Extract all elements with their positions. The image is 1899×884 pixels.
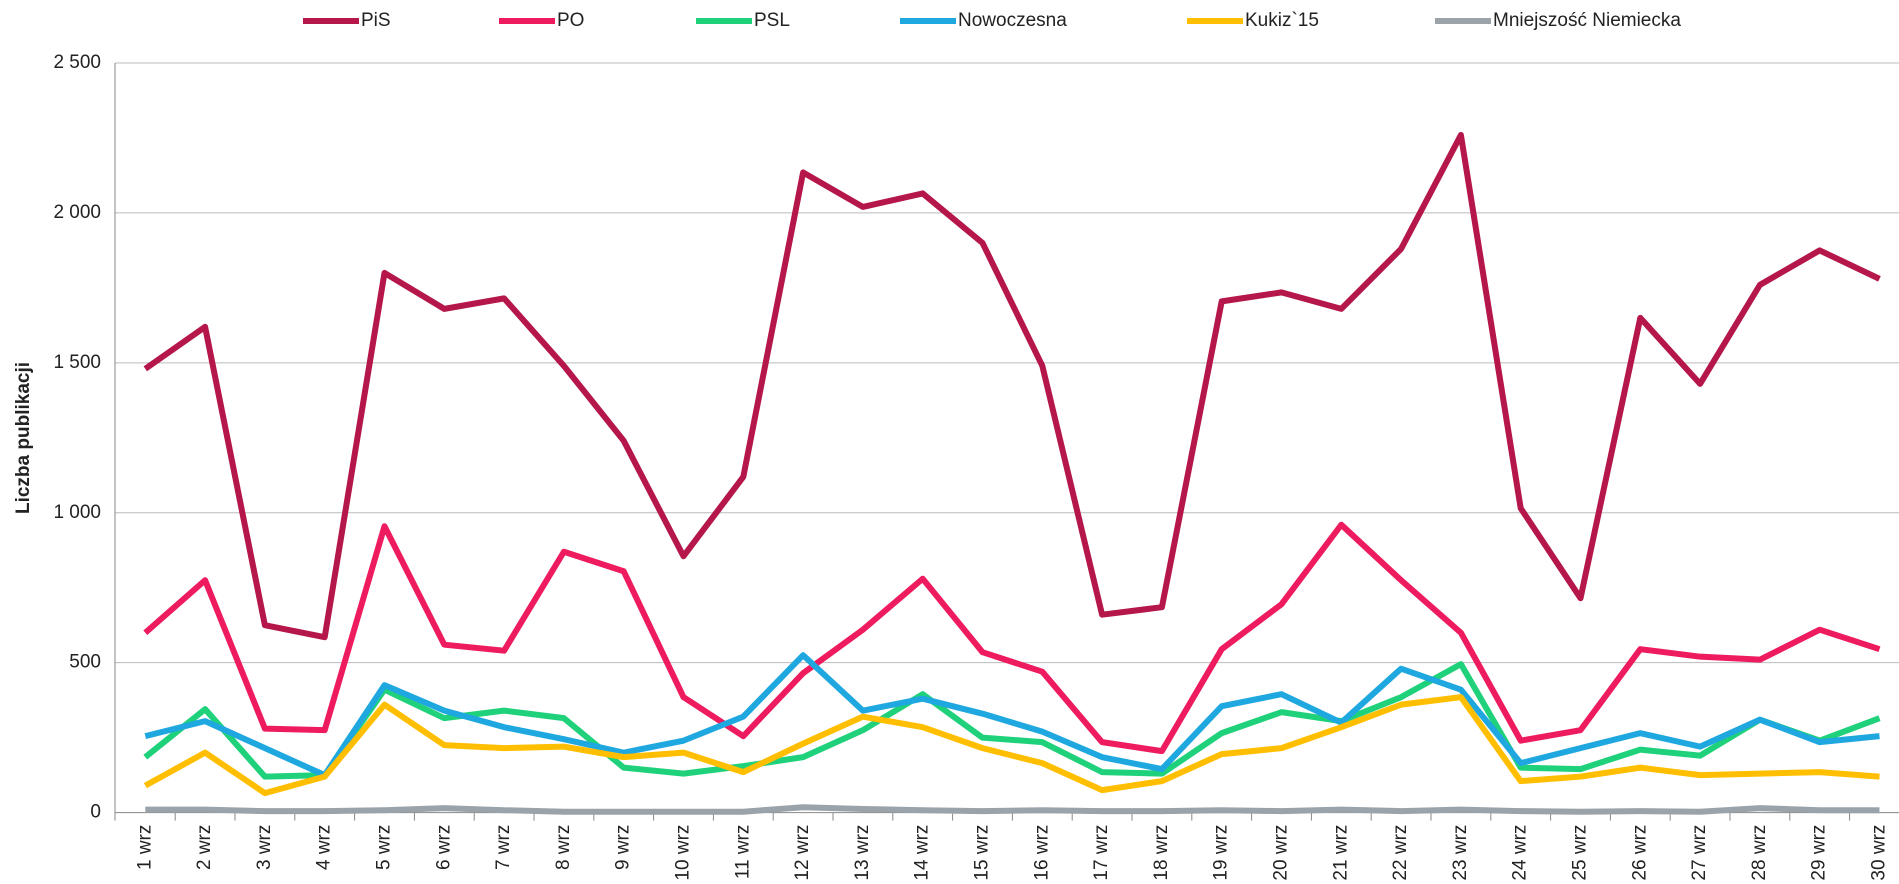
series-line (143, 694, 1880, 797)
series-line (144, 652, 1880, 779)
x-tick-label: 24 wrz (1510, 825, 1531, 881)
legend-label: Mniejszość Niemiecka (1493, 10, 1681, 31)
legend-label: Nowoczesna (958, 10, 1067, 31)
y-tick-label: 1 000 (53, 502, 101, 523)
x-tick-label: 22 wrz (1390, 825, 1411, 881)
series-line (145, 804, 1880, 815)
y-tick-label: 1 500 (53, 352, 101, 373)
x-tick-label: 30 wrz (1869, 825, 1890, 881)
x-tick-label: 21 wrz (1330, 825, 1351, 881)
x-tick-label: 15 wrz (972, 825, 993, 881)
x-tick-label: 5 wrz (374, 825, 395, 870)
y-tick-label: 2 000 (53, 202, 101, 223)
x-tick-label: 11 wrz (732, 825, 753, 880)
x-tick-label: 13 wrz (852, 825, 873, 881)
x-tick-label: 10 wrz (673, 825, 694, 881)
x-tick-label: 2 wrz (194, 825, 215, 870)
x-tick-label: 14 wrz (912, 825, 933, 881)
x-tick-label: 6 wrz (433, 825, 454, 870)
legend-label: Kukiz`15 (1245, 10, 1319, 31)
series-line (143, 661, 1881, 780)
legend-label: PO (557, 10, 584, 31)
y-axis-label: Liczba publikacji (13, 362, 34, 514)
y-tick-label: 500 (69, 652, 101, 673)
x-tick-label: 4 wrz (314, 825, 335, 870)
series-line (143, 521, 1881, 755)
x-tick-label: 19 wrz (1211, 825, 1232, 881)
x-tick-label: 25 wrz (1570, 825, 1591, 881)
x-tick-label: 8 wrz (553, 825, 574, 870)
x-tick-label: 12 wrz (792, 825, 813, 881)
legend-label: PSL (754, 10, 790, 31)
x-tick-label: 16 wrz (1031, 825, 1052, 881)
x-tick-label: 1 wrz (134, 825, 155, 870)
x-tick-label: 20 wrz (1271, 825, 1292, 881)
x-tick-label: 26 wrz (1629, 825, 1650, 881)
x-tick-label: 23 wrz (1450, 825, 1471, 881)
x-tick-label: 17 wrz (1091, 825, 1112, 881)
x-tick-label: 29 wrz (1809, 825, 1830, 881)
y-tick-label: 2 500 (53, 52, 101, 73)
x-tick-label: 7 wrz (493, 825, 514, 870)
y-tick-label: 0 (90, 802, 101, 823)
x-tick-label: 3 wrz (254, 825, 275, 870)
x-tick-label: 9 wrz (613, 825, 634, 870)
series-line (143, 131, 1881, 641)
x-tick-label: 18 wrz (1151, 825, 1172, 881)
x-tick-label: 28 wrz (1749, 825, 1770, 881)
x-tick-label: 27 wrz (1689, 825, 1710, 881)
legend-label: PiS (361, 10, 391, 31)
